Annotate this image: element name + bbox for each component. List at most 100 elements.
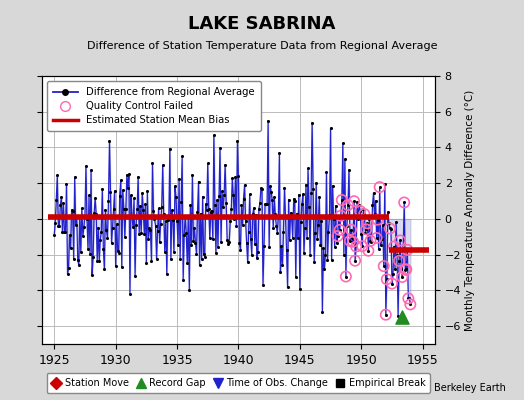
Point	[396, 237, 405, 244]
Point	[145, 225, 154, 232]
Point	[320, 266, 329, 272]
Point	[364, 248, 373, 254]
Point	[84, 246, 92, 252]
Point	[261, 201, 269, 208]
Point	[194, 178, 203, 185]
Point	[91, 195, 100, 201]
Point	[383, 276, 391, 282]
Point	[227, 206, 235, 212]
Point	[269, 225, 277, 231]
Point	[160, 249, 169, 255]
Point	[170, 249, 178, 256]
Point	[335, 227, 344, 233]
Point	[328, 257, 336, 263]
Point	[169, 217, 177, 223]
Point	[210, 132, 218, 138]
Point	[238, 222, 247, 228]
Point	[248, 211, 257, 217]
Point	[165, 214, 173, 220]
Point	[358, 243, 366, 250]
Point	[61, 229, 70, 236]
Point	[97, 229, 105, 235]
Point	[373, 235, 381, 241]
Point	[381, 312, 390, 318]
Point	[225, 239, 233, 246]
Point	[346, 238, 354, 244]
Point	[388, 280, 396, 287]
Point	[293, 235, 302, 241]
Point	[241, 182, 249, 188]
Point	[280, 185, 289, 191]
Point	[50, 232, 58, 238]
Point	[102, 227, 111, 233]
Point	[380, 180, 389, 187]
Point	[167, 256, 175, 262]
Point	[389, 270, 397, 277]
Point	[356, 208, 364, 214]
Point	[231, 174, 239, 180]
Point	[329, 182, 337, 189]
Point	[304, 165, 312, 172]
Point	[143, 188, 151, 194]
Point	[216, 145, 224, 151]
Point	[105, 138, 114, 144]
Point	[202, 207, 211, 214]
Point	[291, 274, 300, 280]
Point	[239, 195, 248, 202]
Point	[386, 225, 394, 232]
Point	[141, 201, 149, 208]
Point	[363, 220, 372, 226]
Point	[56, 202, 64, 208]
Point	[64, 265, 73, 272]
Point	[142, 260, 150, 266]
Point	[281, 214, 290, 220]
Point	[359, 206, 367, 213]
Point	[139, 206, 147, 213]
Point	[332, 202, 340, 209]
Point	[116, 177, 125, 183]
Point	[205, 235, 214, 242]
Point	[345, 167, 353, 173]
Point	[292, 210, 301, 217]
Point	[200, 251, 208, 258]
Point	[149, 208, 158, 215]
Point	[287, 210, 295, 216]
Point	[299, 191, 307, 197]
Point	[245, 191, 254, 198]
Point	[140, 231, 148, 237]
Point	[80, 224, 88, 230]
Point	[242, 218, 250, 224]
Point	[161, 218, 170, 224]
Point	[403, 247, 411, 253]
Point	[72, 214, 81, 220]
Legend: Station Move, Record Gap, Time of Obs. Change, Empirical Break: Station Move, Record Gap, Time of Obs. C…	[47, 374, 430, 393]
Point	[402, 266, 410, 272]
Point	[78, 205, 86, 211]
Point	[315, 194, 323, 200]
Point	[115, 192, 124, 199]
Point	[246, 236, 255, 242]
Point	[98, 186, 106, 192]
Point	[147, 258, 156, 264]
Point	[173, 218, 181, 224]
Legend: Difference from Regional Average, Quality Control Failed, Estimated Station Mean: Difference from Regional Average, Qualit…	[47, 81, 260, 131]
Point	[396, 237, 405, 244]
Point	[277, 243, 286, 250]
Point	[373, 235, 381, 241]
Point	[351, 258, 359, 264]
Point	[310, 259, 319, 266]
Point	[204, 206, 213, 212]
Point	[87, 167, 95, 174]
Point	[286, 237, 294, 243]
Point	[390, 243, 398, 250]
Point	[386, 225, 394, 232]
Point	[96, 236, 104, 243]
Point	[186, 202, 194, 208]
Point	[330, 216, 338, 222]
Point	[374, 216, 382, 223]
Point	[344, 202, 352, 208]
Point	[301, 225, 309, 232]
Point	[265, 244, 274, 250]
Point	[262, 201, 270, 208]
Point	[222, 200, 231, 206]
